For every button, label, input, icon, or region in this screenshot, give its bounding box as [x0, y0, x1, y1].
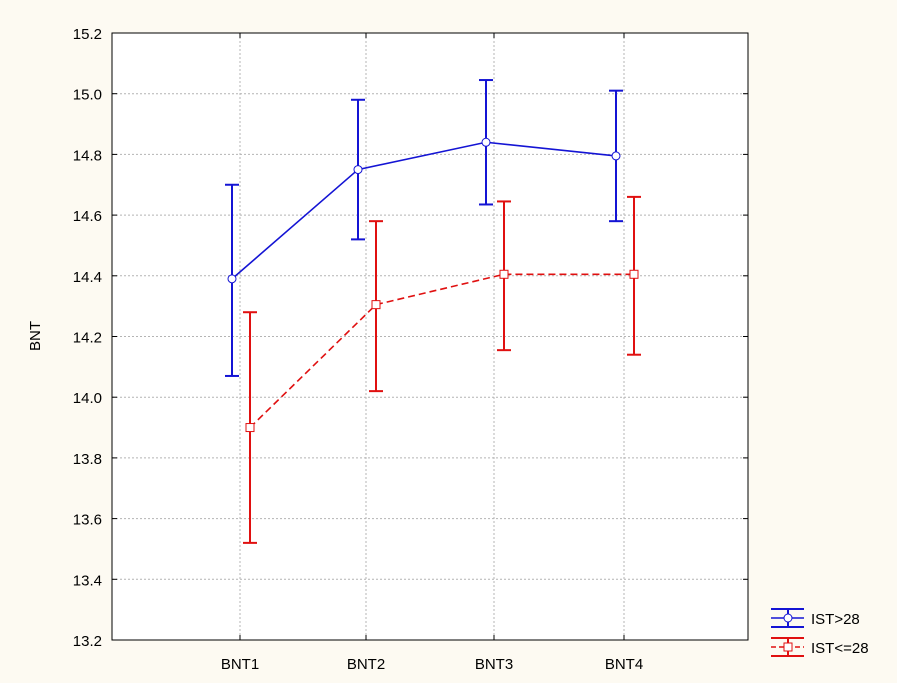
- series-line: [249, 273, 634, 429]
- x-tick-label: BNT2: [347, 656, 385, 673]
- x-tick-label: BNT1: [221, 656, 259, 673]
- legend-label: IST>28: [811, 611, 860, 628]
- legend-marker: [783, 613, 793, 623]
- legend: IST>28 IST<=28: [771, 608, 869, 657]
- y-tick-label: 14.4: [73, 269, 102, 286]
- data-point: [481, 137, 491, 147]
- series-layer: [225, 79, 641, 544]
- y-tick-label: 13.2: [73, 633, 102, 650]
- y-tick-label: 15.2: [73, 26, 102, 43]
- series-line: [231, 141, 617, 280]
- grid-layer: [112, 33, 748, 640]
- y-tick-label: 14.8: [73, 147, 102, 164]
- y-tick-label: 14.6: [73, 208, 102, 225]
- x-tick-label: BNT3: [475, 656, 513, 673]
- axis-layer: 13.2 13.4 13.6 13.8 14.0 14.2 14.4 14.6 14.8 15.0…: [73, 26, 748, 673]
- y-tick-label: 14.2: [73, 330, 102, 347]
- data-point: [371, 300, 381, 310]
- data-point: [245, 423, 255, 433]
- series-1: [225, 79, 623, 377]
- data-point: [611, 151, 621, 161]
- y-tick-label: 13.8: [73, 451, 102, 468]
- data-point: [227, 274, 237, 284]
- x-tick-label: BNT4: [605, 656, 643, 673]
- series-2: [243, 195, 641, 544]
- legend-item-1: IST>28: [771, 608, 860, 628]
- y-tick-label: 15.0: [73, 87, 102, 104]
- y-tick-label: 13.6: [73, 512, 102, 529]
- data-point: [629, 269, 639, 279]
- data-point: [499, 269, 509, 279]
- y-tick-label: 13.4: [73, 572, 102, 589]
- y-tick-label: 14.0: [73, 390, 102, 407]
- legend-label: IST<=28: [811, 640, 869, 657]
- legend-marker: [783, 642, 793, 652]
- legend-item-2: IST<=28: [771, 637, 869, 657]
- data-point: [353, 165, 363, 175]
- y-axis-label: BNT: [27, 321, 44, 351]
